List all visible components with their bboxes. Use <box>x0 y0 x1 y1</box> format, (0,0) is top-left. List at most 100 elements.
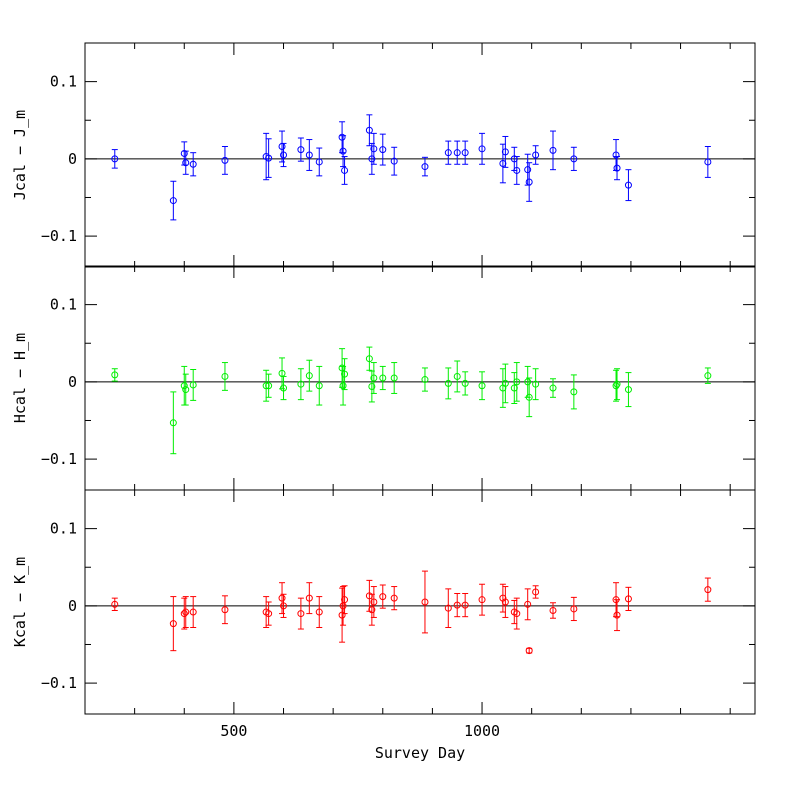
k-data-point <box>461 593 469 618</box>
k-marker <box>182 608 190 616</box>
k-data-point <box>624 586 632 611</box>
j-data-point <box>390 146 398 176</box>
h-marker <box>379 374 387 382</box>
j-data-point <box>510 146 518 171</box>
k-marker <box>570 605 578 613</box>
h-marker <box>390 374 398 382</box>
k-marker <box>315 608 323 616</box>
k-marker <box>368 606 376 614</box>
j-data-point <box>341 156 349 185</box>
j-marker <box>280 151 288 159</box>
h-marker <box>315 382 323 390</box>
k-data-point <box>390 586 398 611</box>
h-data-point <box>305 359 313 392</box>
k-marker <box>339 602 347 610</box>
h-marker <box>339 382 347 390</box>
h-marker <box>421 376 429 384</box>
h-y-tick-label: 0.1 <box>50 296 77 314</box>
j-marker <box>570 155 578 163</box>
h-data-point <box>525 377 533 418</box>
k-data-point <box>370 586 378 618</box>
j-data-point <box>478 132 486 165</box>
k-data-point <box>265 601 273 626</box>
x-tick-label: 500 <box>220 722 247 740</box>
j-marker <box>513 166 521 174</box>
k-data-point <box>169 596 177 652</box>
h-data-point <box>315 365 323 406</box>
h-marker <box>513 378 521 386</box>
j-marker <box>339 147 347 155</box>
k-data-point <box>513 597 521 630</box>
j-marker <box>461 149 469 157</box>
j-marker <box>182 159 190 167</box>
j-data-point <box>444 140 452 165</box>
h-data-point <box>444 367 452 400</box>
j-marker <box>613 164 621 172</box>
k-band-panel: −0.1 0 0.1 Kcal − K_m 500 1000 <box>11 489 756 740</box>
h-data-point <box>532 368 540 401</box>
h-marker <box>510 384 518 392</box>
j-data-point <box>613 156 621 181</box>
h-data-point <box>297 368 305 401</box>
k-data-point <box>182 596 190 628</box>
k-marker <box>624 595 632 603</box>
h-marker <box>370 374 378 382</box>
k-marker <box>338 611 346 619</box>
x-tick-label: 1000 <box>464 722 500 740</box>
h-marker <box>524 378 532 386</box>
k-marker <box>613 611 621 619</box>
k-data-point <box>180 597 188 630</box>
k-marker <box>341 596 349 604</box>
h-data-point <box>180 365 188 406</box>
h-marker <box>365 355 373 363</box>
k-y-tick-label: 0.1 <box>50 520 77 538</box>
h-data-point <box>510 372 518 404</box>
k-marker <box>525 647 533 655</box>
k-data-point <box>570 596 578 622</box>
k-marker <box>189 608 197 616</box>
j-data-point <box>461 140 469 165</box>
k-data-point <box>339 586 347 626</box>
h-marker <box>570 388 578 396</box>
j-y-tick-label: 0.1 <box>50 73 77 91</box>
k-marker <box>478 596 486 604</box>
k-data-point <box>453 593 461 618</box>
j-data-point <box>513 156 521 185</box>
h-marker <box>612 382 620 390</box>
k-marker <box>111 600 119 608</box>
j-data-point <box>338 121 346 154</box>
j-marker <box>338 133 346 141</box>
j-y-tick-label: 0 <box>68 150 77 168</box>
k-marker <box>532 588 540 596</box>
j-marker <box>365 126 373 134</box>
h-data-point <box>265 373 273 398</box>
k-marker <box>704 586 712 594</box>
h-marker <box>444 379 452 387</box>
j-data-point <box>265 138 273 178</box>
j-marker <box>612 151 620 159</box>
h-y-tick-label: 0 <box>68 373 77 391</box>
j-data-point <box>525 162 533 202</box>
k-marker <box>305 594 313 602</box>
j-data-point <box>368 142 376 175</box>
h-data-point <box>280 375 288 401</box>
k-marker <box>370 598 378 606</box>
j-data-point <box>379 133 387 166</box>
k-data-point <box>525 647 533 655</box>
h-y-tick-label: −0.1 <box>41 450 77 468</box>
j-marker <box>390 157 398 165</box>
j-data-point <box>501 135 509 168</box>
j-marker <box>704 158 712 166</box>
j-data-point <box>624 169 632 202</box>
h-marker <box>305 372 313 380</box>
h-data-point <box>221 362 229 391</box>
k-data-point <box>421 570 429 634</box>
h-marker <box>111 371 119 379</box>
j-data-point <box>180 141 188 166</box>
j-marker <box>444 149 452 157</box>
j-marker <box>532 151 540 159</box>
k-data-point <box>613 599 621 632</box>
j-marker <box>189 160 197 168</box>
k-marker <box>365 592 373 600</box>
j-marker <box>624 181 632 189</box>
